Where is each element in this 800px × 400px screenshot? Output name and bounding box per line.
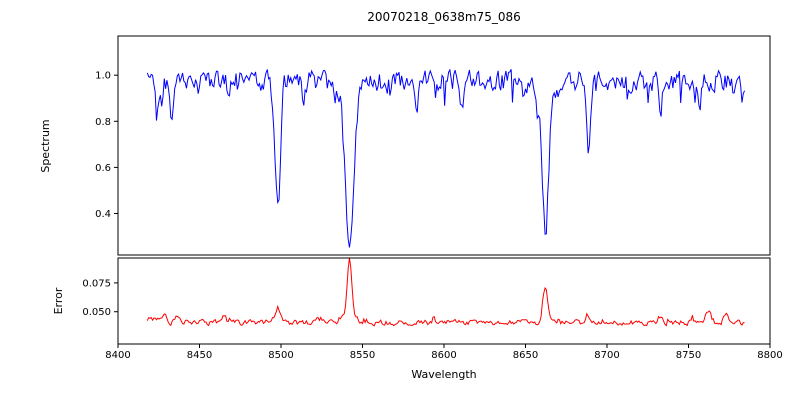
y-tick-label-spectrum: 0.4: [95, 209, 111, 220]
x-tick-label: 8450: [187, 350, 212, 361]
y-tick-label-error: 0.075: [82, 278, 111, 289]
x-tick-label: 8600: [431, 350, 456, 361]
y-tick-label-spectrum: 0.8: [95, 117, 111, 128]
x-tick-label: 8750: [676, 350, 701, 361]
x-tick-label: 8400: [105, 350, 130, 361]
error-axes-frame: [117, 257, 771, 345]
x-tick-label: 8800: [757, 350, 782, 361]
x-tick-label: 8650: [513, 350, 538, 361]
x-tick-label: 8500: [268, 350, 293, 361]
x-tick-label: 8550: [350, 350, 375, 361]
plot-title: 20070218_0638m75_086: [367, 10, 521, 24]
y-axis-label-error: Error: [52, 287, 65, 315]
spectrum-axes-frame: [117, 35, 771, 256]
x-tick-label: 8700: [594, 350, 619, 361]
x-axis-label: Wavelength: [411, 368, 477, 381]
error-line: [146, 258, 745, 327]
y-tick-label-spectrum: 0.6: [95, 163, 111, 174]
y-tick-label-error: 0.050: [82, 307, 111, 318]
y-tick-label-spectrum: 1.0: [95, 71, 111, 82]
y-axis-label-spectrum: Spectrum: [39, 119, 52, 173]
spectrum-line: [146, 68, 746, 248]
